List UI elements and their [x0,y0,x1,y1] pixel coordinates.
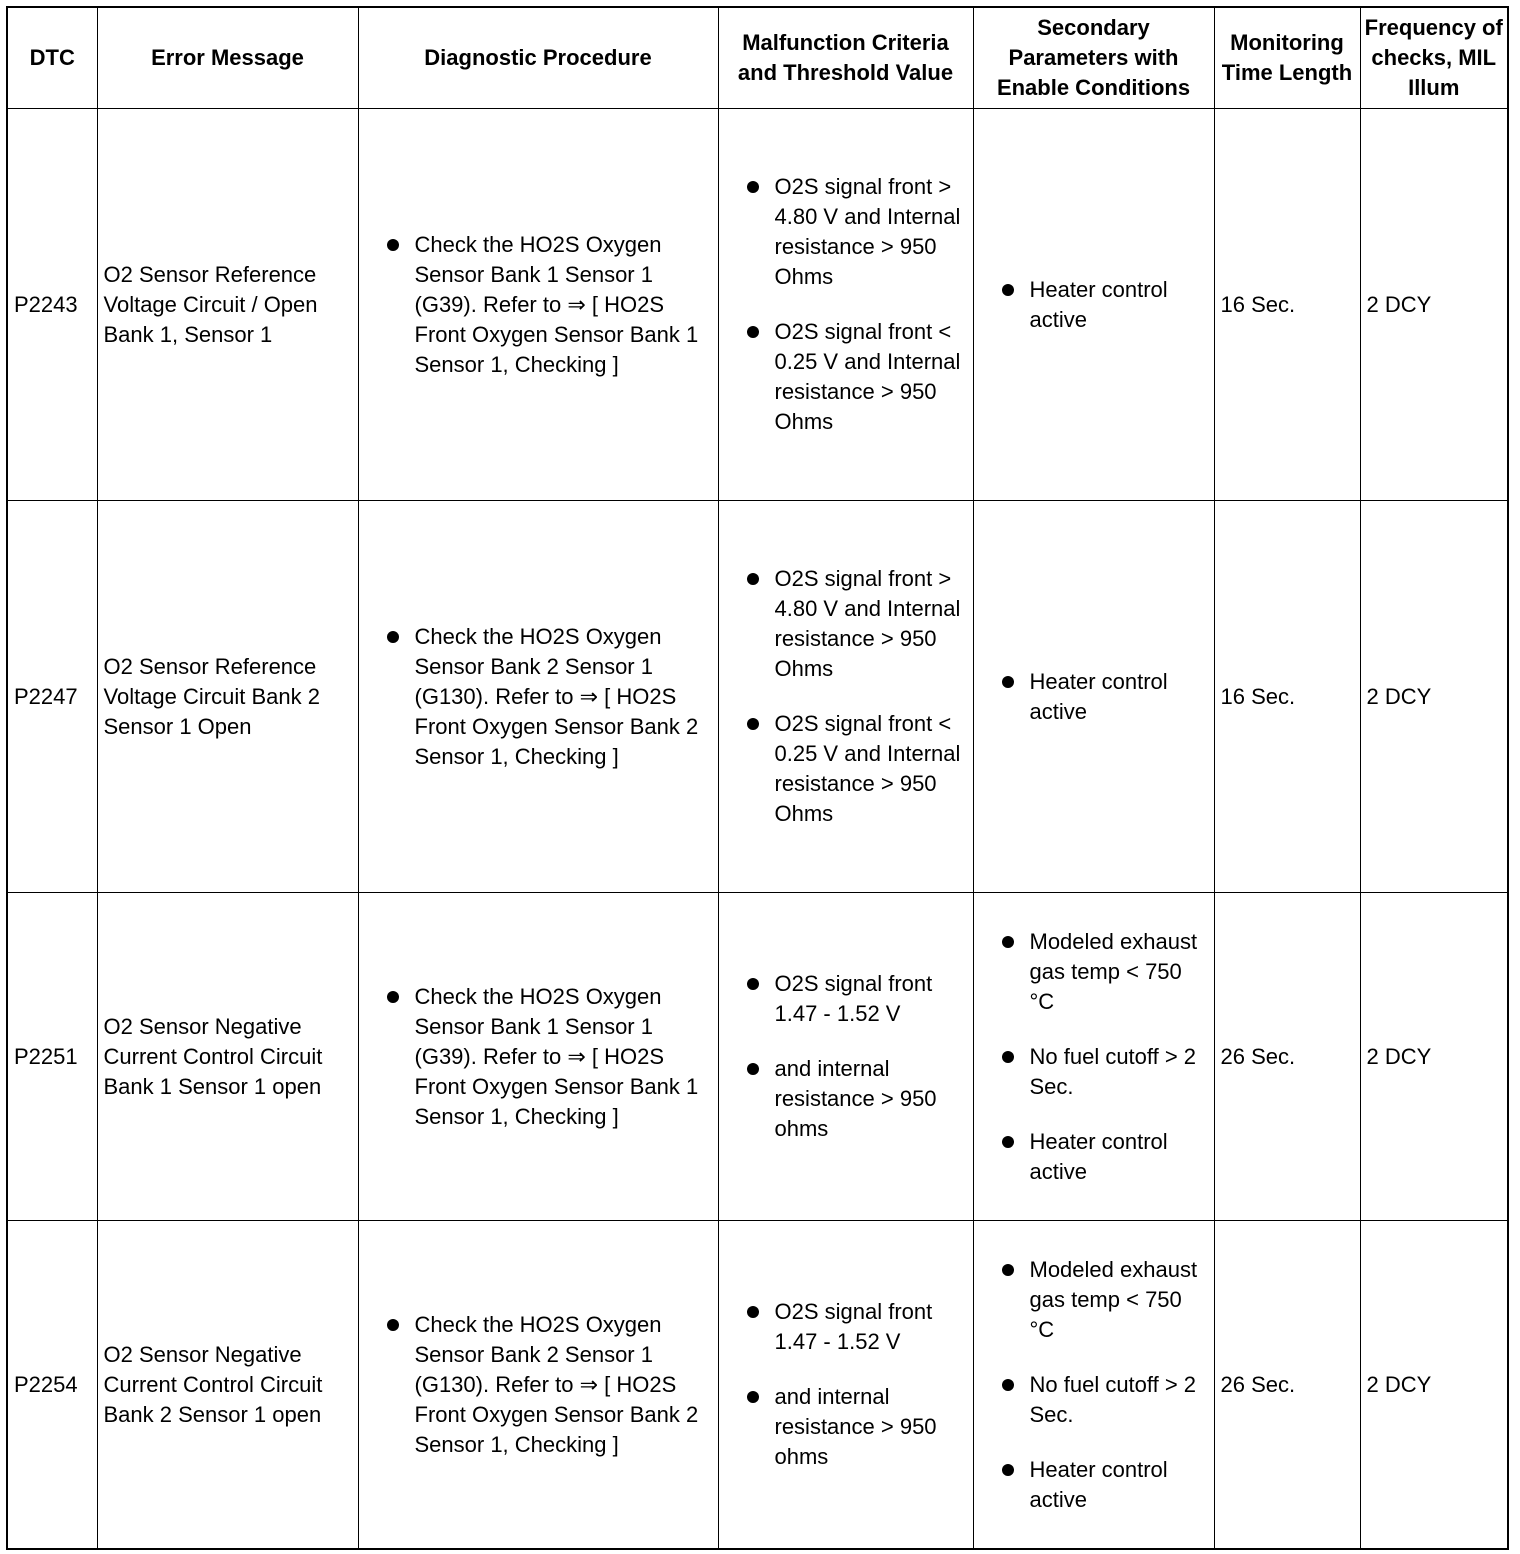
list-item: and internal resistance > 950 ohms [746,1054,969,1144]
list-item: Check the HO2S Oxygen Sensor Bank 1 Sens… [386,230,714,380]
list-item: O2S signal front < 0.25 V and Internal r… [746,709,969,829]
dtc-code: P2251 [6,892,98,1221]
list-item: Modeled exhaust gas temp < 750 °C [1001,1255,1210,1345]
diagnostic-procedure-list: Check the HO2S Oxygen Sensor Bank 1 Sens… [365,982,714,1132]
diagnostic-procedure-list: Check the HO2S Oxygen Sensor Bank 2 Sens… [365,622,714,772]
secondary-parameters: Heater control active [972,108,1215,501]
secondary-parameters: Modeled exhaust gas temp < 750 °C No fuel… [972,1220,1215,1550]
list-item: Modeled exhaust gas temp < 750 °C [1001,927,1210,1017]
table-row: P2254 O2 Sensor Negative Current Control … [6,1220,1509,1550]
dtc-table: DTC Error Message Diagnostic Procedure M… [6,6,1509,1550]
list-item: O2S signal front > 4.80 V and Internal r… [746,172,969,292]
list-item: Check the HO2S Oxygen Sensor Bank 2 Sens… [386,1310,714,1460]
list-item: Heater control active [1001,1127,1210,1187]
diagnostic-procedure-list: Check the HO2S Oxygen Sensor Bank 2 Sens… [365,1310,714,1460]
secondary-parameters: Heater control active [972,500,1215,893]
diagnostic-procedure: Check the HO2S Oxygen Sensor Bank 1 Sens… [357,892,719,1221]
monitoring-time: 26 Sec. [1213,892,1361,1221]
header-row: DTC Error Message Diagnostic Procedure M… [6,6,1509,109]
header-monitoring-time: Monitoring Time Length [1213,6,1361,109]
secondary-parameters: Modeled exhaust gas temp < 750 °C No fuel… [972,892,1215,1221]
list-item: O2S signal front > 4.80 V and Internal r… [746,564,969,684]
diagnostic-procedure: Check the HO2S Oxygen Sensor Bank 1 Sens… [357,108,719,501]
header-malfunction-criteria: Malfunction Criteria and Threshold Value [717,6,974,109]
table-row: P2251 O2 Sensor Negative Current Control … [6,892,1509,1221]
dtc-code: P2243 [6,108,98,501]
list-item: Heater control active [1001,275,1210,335]
error-message: O2 Sensor Negative Current Control Circu… [96,892,359,1221]
malfunction-criteria-list: O2S signal front > 4.80 V and Internal r… [725,564,969,829]
dtc-code: P2247 [6,500,98,893]
header-dtc: DTC [6,6,98,109]
list-item: Check the HO2S Oxygen Sensor Bank 2 Sens… [386,622,714,772]
frequency: 2 DCY [1359,500,1509,893]
list-item: No fuel cutoff > 2 Sec. [1001,1370,1210,1430]
list-item: O2S signal front 1.47 - 1.52 V [746,1297,969,1357]
list-item: Heater control active [1001,667,1210,727]
list-item: and internal resistance > 950 ohms [746,1382,969,1472]
malfunction-criteria-list: O2S signal front > 4.80 V and Internal r… [725,172,969,437]
diagnostic-procedure: Check the HO2S Oxygen Sensor Bank 2 Sens… [357,1220,719,1550]
monitoring-time: 26 Sec. [1213,1220,1361,1550]
monitoring-time: 16 Sec. [1213,500,1361,893]
malfunction-criteria: O2S signal front 1.47 - 1.52 V and intern… [717,1220,974,1550]
malfunction-criteria: O2S signal front > 4.80 V and Internal r… [717,108,974,501]
malfunction-criteria: O2S signal front > 4.80 V and Internal r… [717,500,974,893]
secondary-parameters-list: Modeled exhaust gas temp < 750 °C No fuel… [980,927,1210,1187]
header-frequency: Frequency of checks, MIL Illum [1359,6,1509,109]
header-secondary-parameters: Secondary Parameters with Enable Conditi… [972,6,1215,109]
header-diagnostic-procedure: Diagnostic Procedure [357,6,719,109]
frequency: 2 DCY [1359,1220,1509,1550]
malfunction-criteria: O2S signal front 1.47 - 1.52 V and intern… [717,892,974,1221]
list-item: O2S signal front 1.47 - 1.52 V [746,969,969,1029]
frequency: 2 DCY [1359,892,1509,1221]
monitoring-time: 16 Sec. [1213,108,1361,501]
frequency: 2 DCY [1359,108,1509,501]
list-item: No fuel cutoff > 2 Sec. [1001,1042,1210,1102]
list-item: Heater control active [1001,1455,1210,1515]
secondary-parameters-list: Heater control active [980,667,1210,727]
diagnostic-procedure-list: Check the HO2S Oxygen Sensor Bank 1 Sens… [365,230,714,380]
error-message: O2 Sensor Negative Current Control Circu… [96,1220,359,1550]
diagnostic-procedure: Check the HO2S Oxygen Sensor Bank 2 Sens… [357,500,719,893]
secondary-parameters-list: Heater control active [980,275,1210,335]
header-error-message: Error Message [96,6,359,109]
malfunction-criteria-list: O2S signal front 1.47 - 1.52 V and intern… [725,969,969,1144]
secondary-parameters-list: Modeled exhaust gas temp < 750 °C No fuel… [980,1255,1210,1515]
table-row: P2243 O2 Sensor Reference Voltage Circuit… [6,108,1509,501]
list-item: O2S signal front < 0.25 V and Internal r… [746,317,969,437]
malfunction-criteria-list: O2S signal front 1.47 - 1.52 V and intern… [725,1297,969,1472]
dtc-code: P2254 [6,1220,98,1550]
error-message: O2 Sensor Reference Voltage Circuit / Op… [96,108,359,501]
table-row: P2247 O2 Sensor Reference Voltage Circuit… [6,500,1509,893]
error-message: O2 Sensor Reference Voltage Circuit Bank… [96,500,359,893]
list-item: Check the HO2S Oxygen Sensor Bank 1 Sens… [386,982,714,1132]
